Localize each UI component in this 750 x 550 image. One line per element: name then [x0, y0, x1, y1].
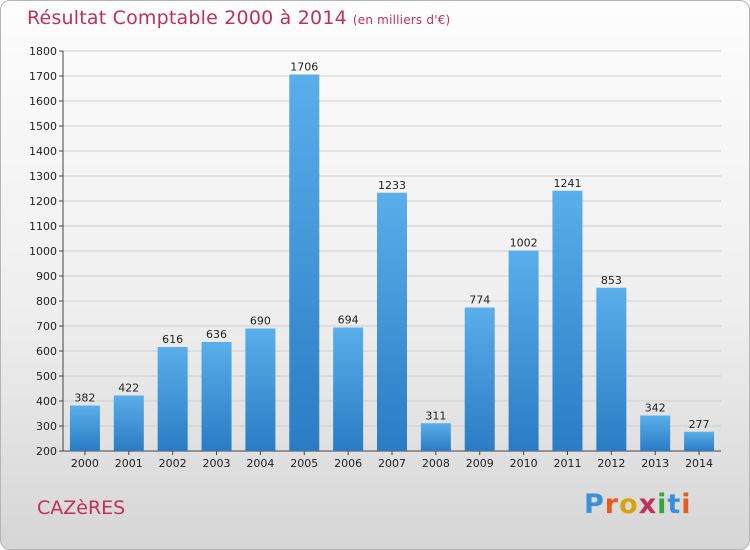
bar-2013[interactable] [640, 415, 671, 452]
data-label-2010: 1002 [510, 237, 538, 250]
data-label-2011: 1241 [553, 177, 581, 190]
x-tick-label-2010: 2010 [510, 457, 538, 470]
y-tick-label: 1600 [29, 95, 57, 108]
y-tick-label: 200 [36, 445, 57, 458]
y-tick-label: 1400 [29, 145, 57, 158]
proxiti-logo-letter: r [604, 489, 620, 520]
y-tick-label: 1700 [29, 70, 57, 83]
bar-2000[interactable] [69, 405, 100, 452]
y-tick-label: 800 [36, 295, 57, 308]
y-tick-label: 500 [36, 370, 57, 383]
x-tick-label-2000: 2000 [71, 457, 99, 470]
bar-2002[interactable] [157, 347, 188, 451]
bars [69, 74, 715, 452]
x-tick-label-2001: 2001 [115, 457, 143, 470]
x-tick-label-2013: 2013 [641, 457, 669, 470]
x-tick-label-2003: 2003 [203, 457, 231, 470]
y-tick-label: 1500 [29, 120, 57, 133]
y-tick-label: 400 [36, 395, 57, 408]
proxiti-logo[interactable]: Proxiti [584, 489, 692, 520]
x-tick-label-2009: 2009 [466, 457, 494, 470]
data-labels: 382 422 616 636 690 1706 694 1233 311 774 1002 1241… [74, 61, 709, 431]
chart-subtitle: (en milliers d'€) [352, 13, 451, 27]
x-tick-label-2006: 2006 [334, 457, 362, 470]
bar-2001[interactable] [113, 395, 144, 452]
axes: 200 300 400 500 600 700 800 900 1000 1100 1200 1300… [29, 45, 721, 470]
x-tick-label-2007: 2007 [378, 457, 406, 470]
data-label-2000: 382 [74, 392, 95, 405]
proxiti-logo-letter: t [667, 489, 682, 520]
data-label-2014: 277 [689, 418, 710, 431]
data-label-2013: 342 [645, 402, 666, 415]
proxiti-logo-letter: P [584, 489, 605, 520]
bar-2005[interactable] [289, 74, 320, 452]
proxiti-logo-letter: i [681, 489, 692, 520]
y-tick-label: 1800 [29, 45, 57, 58]
chart-title-text: Résultat Comptable 2000 à 2014 [27, 7, 347, 29]
x-tick-label-2012: 2012 [597, 457, 625, 470]
proxiti-logo-letter: o [619, 489, 639, 520]
bar-2006[interactable] [333, 327, 364, 452]
y-tick-label: 600 [36, 345, 57, 358]
y-tick-label: 300 [36, 420, 57, 433]
bar-2003[interactable] [201, 342, 232, 451]
data-label-2007: 1233 [378, 179, 406, 192]
data-label-2008: 311 [425, 409, 446, 422]
y-tick-label: 1100 [29, 220, 57, 233]
y-tick-label: 1200 [29, 195, 57, 208]
y-tick-label: 700 [36, 320, 57, 333]
data-label-2012: 853 [601, 274, 622, 287]
proxiti-logo-letter: x [638, 489, 658, 520]
bar-2011[interactable] [552, 190, 583, 451]
bar-2010[interactable] [508, 250, 539, 452]
x-tick-label-2004: 2004 [246, 457, 274, 470]
x-tick-label-2005: 2005 [290, 457, 318, 470]
bar-2014[interactable] [684, 431, 715, 451]
bar-2007[interactable] [377, 192, 407, 451]
bar-2012[interactable] [596, 287, 627, 451]
y-tick-label: 1000 [29, 245, 57, 258]
x-tick-label-2011: 2011 [553, 457, 581, 470]
data-label-2005: 1706 [290, 61, 318, 74]
data-label-2001: 422 [118, 382, 139, 395]
bar-2009[interactable] [464, 307, 495, 452]
data-label-2004: 690 [250, 315, 271, 328]
data-label-2002: 616 [162, 333, 183, 346]
y-tick-label: 1300 [29, 170, 57, 183]
chart-title: Résultat Comptable 2000 à 2014 (en millie… [27, 7, 450, 29]
proxiti-logo-letter: i [657, 489, 668, 520]
x-tick-label-2014: 2014 [685, 457, 713, 470]
data-label-2009: 774 [469, 294, 490, 307]
bar-2004[interactable] [245, 328, 276, 452]
bar-2008[interactable] [420, 423, 451, 451]
x-tick-label-2008: 2008 [422, 457, 450, 470]
data-label-2006: 694 [338, 314, 359, 327]
x-tick-label-2002: 2002 [159, 457, 187, 470]
city-name: CAZèRES [37, 497, 126, 519]
data-label-2003: 636 [206, 328, 227, 341]
y-tick-label: 900 [36, 270, 57, 283]
